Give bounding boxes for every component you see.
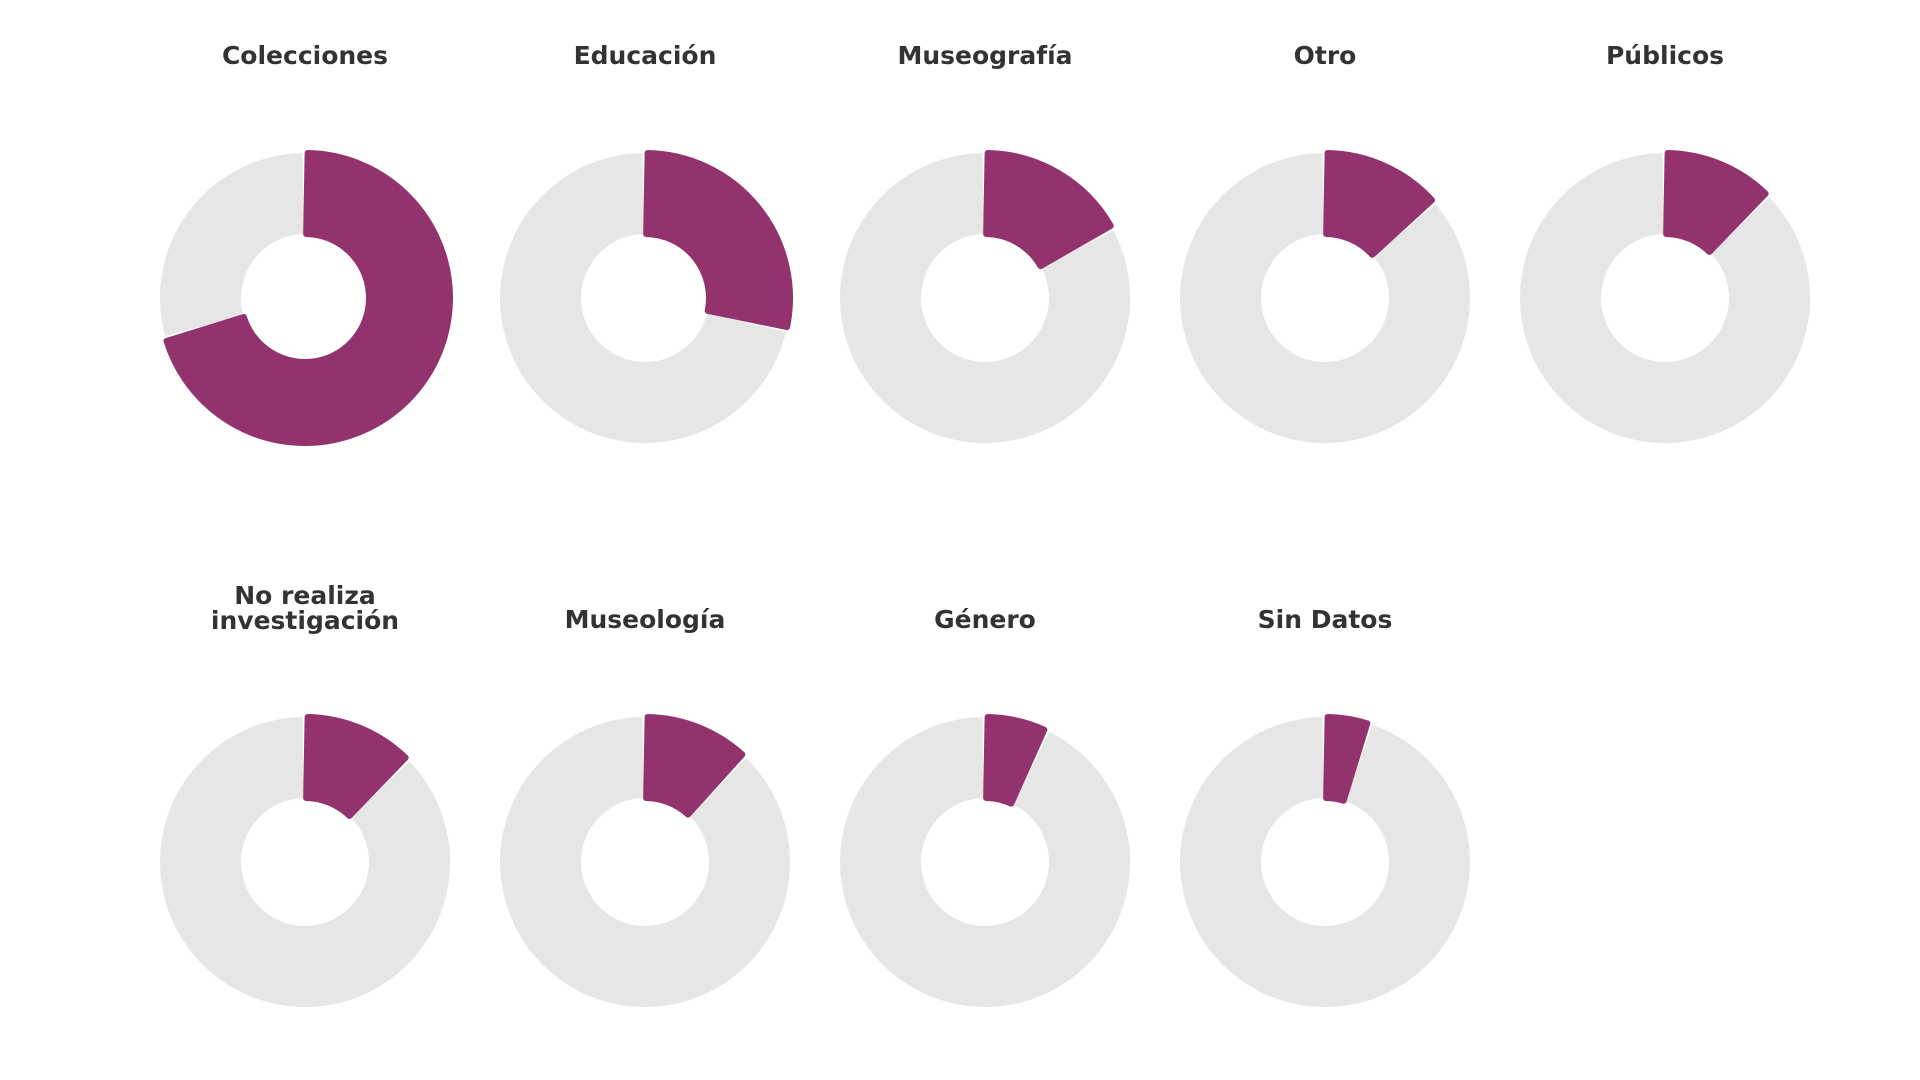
donut-remainder-slice: [1180, 153, 1471, 443]
donut-5: Públicos: [1520, 41, 1810, 443]
donut-8: Género: [840, 605, 1131, 1007]
donut-remainder-slice: [839, 153, 1130, 443]
donut-1: Colecciones: [160, 41, 453, 446]
donut-value-slice: [1323, 150, 1436, 258]
donut-title: Educación: [574, 41, 717, 70]
donut-title: Género: [934, 605, 1036, 634]
donut-value-slice: [303, 714, 409, 819]
donut-value-slice: [983, 150, 1114, 270]
donut-remainder-slice: [500, 153, 786, 443]
donut-4: Otro: [1180, 41, 1471, 443]
donut-value-slice: [1323, 714, 1371, 804]
donut-title: Museología: [565, 605, 726, 634]
donut-title: Otro: [1294, 41, 1357, 70]
donut-title: Museografía: [897, 41, 1072, 70]
donut-3: Museografía: [839, 41, 1130, 443]
donut-remainder-slice: [840, 717, 1131, 1007]
donut-charts: Colecciones Educación Museografía Otro Públi…: [159, 41, 1810, 1008]
donut-title: Colecciones: [222, 41, 388, 70]
donut-9: Sin Datos: [1179, 605, 1471, 1008]
donut-7: Museología: [499, 605, 790, 1008]
donut-remainder-slice: [499, 717, 790, 1008]
donut-remainder-slice: [160, 153, 304, 336]
donut-value-slice: [643, 714, 746, 818]
donut-2: Educación: [500, 41, 793, 443]
donut-remainder-slice: [1520, 153, 1810, 443]
donut-value-slice: [983, 714, 1048, 807]
donut-remainder-slice: [1179, 717, 1471, 1008]
donut-title: Sin Datos: [1258, 605, 1393, 634]
donut-value-slice: [163, 150, 453, 446]
donut-value-slice: [1663, 150, 1769, 255]
donut-title: No realiza investigación: [211, 581, 399, 635]
donut-remainder-slice: [159, 717, 450, 1008]
donut-title: Públicos: [1606, 41, 1724, 70]
donut-6: No realiza investigación: [159, 581, 450, 1008]
donut-value-slice: [643, 150, 793, 331]
